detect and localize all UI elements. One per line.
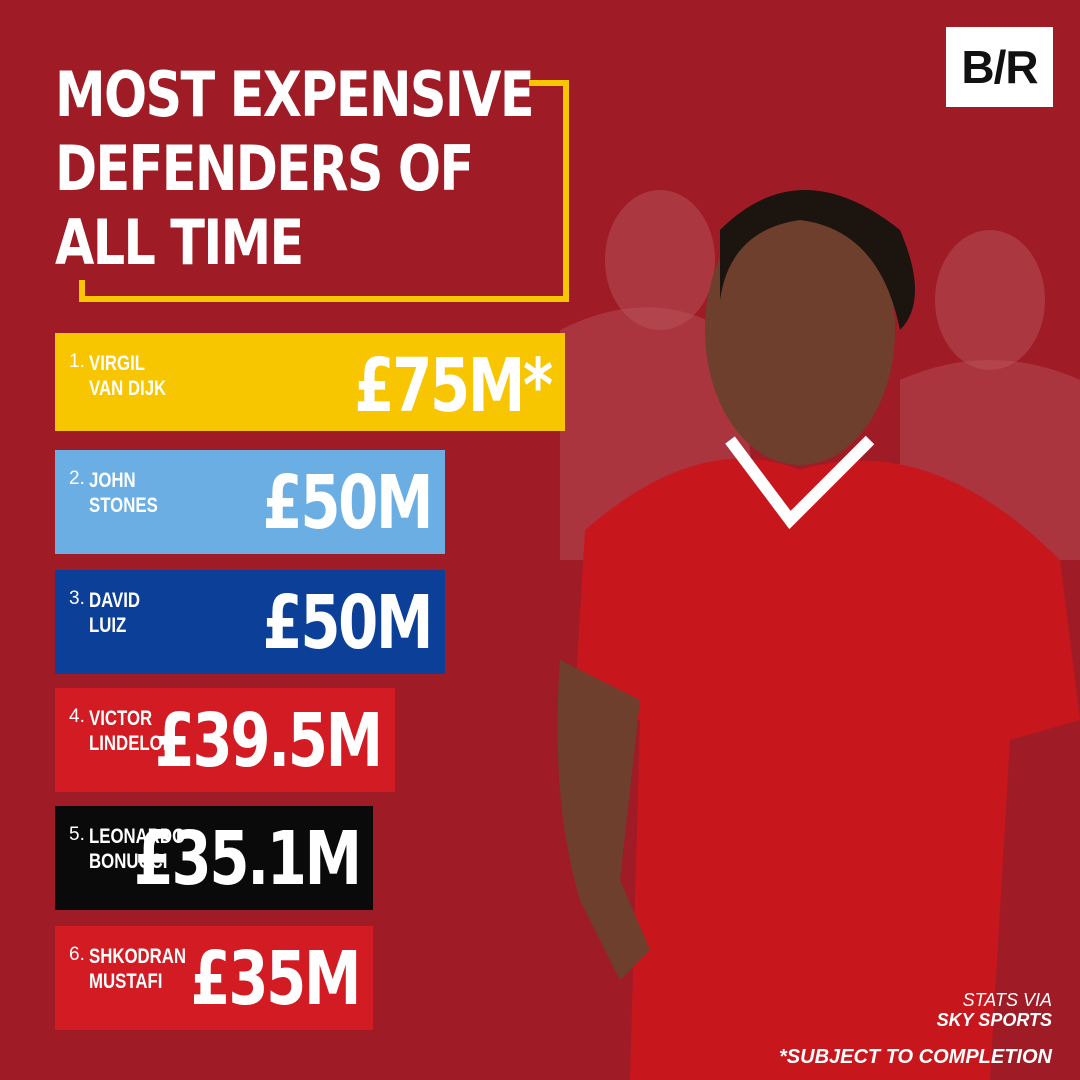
rank: 6. [69, 944, 85, 965]
value-label: £50M [262, 460, 433, 546]
value-label: £50M [262, 580, 433, 666]
source-name: SKY SPORTS [936, 1010, 1052, 1030]
footnote: *SUBJECT TO COMPLETION [779, 1046, 1052, 1068]
title-frame [79, 80, 569, 302]
category-label: VICTOR LINDELOF [89, 707, 173, 755]
value-label: £39.5M [154, 698, 383, 784]
source: STATS VIA SKY SPORTS [937, 990, 1052, 1030]
rank: 5. [69, 824, 85, 845]
bar: 4. VICTOR LINDELOF £39.5M [55, 688, 395, 792]
rank: 1. [69, 351, 85, 372]
rank: 2. [69, 468, 85, 489]
bar: 2. JOHN STONES £50M [55, 450, 445, 554]
bar: 6. SHKODRAN MUSTAFI £35M [55, 926, 373, 1030]
value-label: £75M* [354, 343, 554, 429]
category-label: JOHN STONES [89, 469, 158, 517]
source-label: STATS VIA [962, 990, 1052, 1010]
title: MOST EXPENSIVE DEFENDERS OF ALL TIME [55, 58, 535, 279]
category-label: SHKODRAN MUSTAFI [89, 945, 187, 993]
bar: 3. DAVID LUIZ £50M [55, 570, 445, 674]
rank: 4. [69, 706, 85, 727]
logo: B/R [946, 27, 1053, 107]
category-label: VIRGIL VAN DIJK [89, 352, 167, 400]
bar: 5. LEONARDO BONUCCI £35.1M [55, 806, 374, 910]
value-label: £35.1M [133, 816, 361, 902]
category-label: DAVID LUIZ [89, 589, 141, 637]
category-label: LEONARDO BONUCCI [89, 825, 186, 873]
rank: 3. [69, 588, 85, 609]
value-label: £35M [190, 936, 361, 1022]
bar: 1. VIRGIL VAN DIJK £75M* [55, 333, 565, 431]
